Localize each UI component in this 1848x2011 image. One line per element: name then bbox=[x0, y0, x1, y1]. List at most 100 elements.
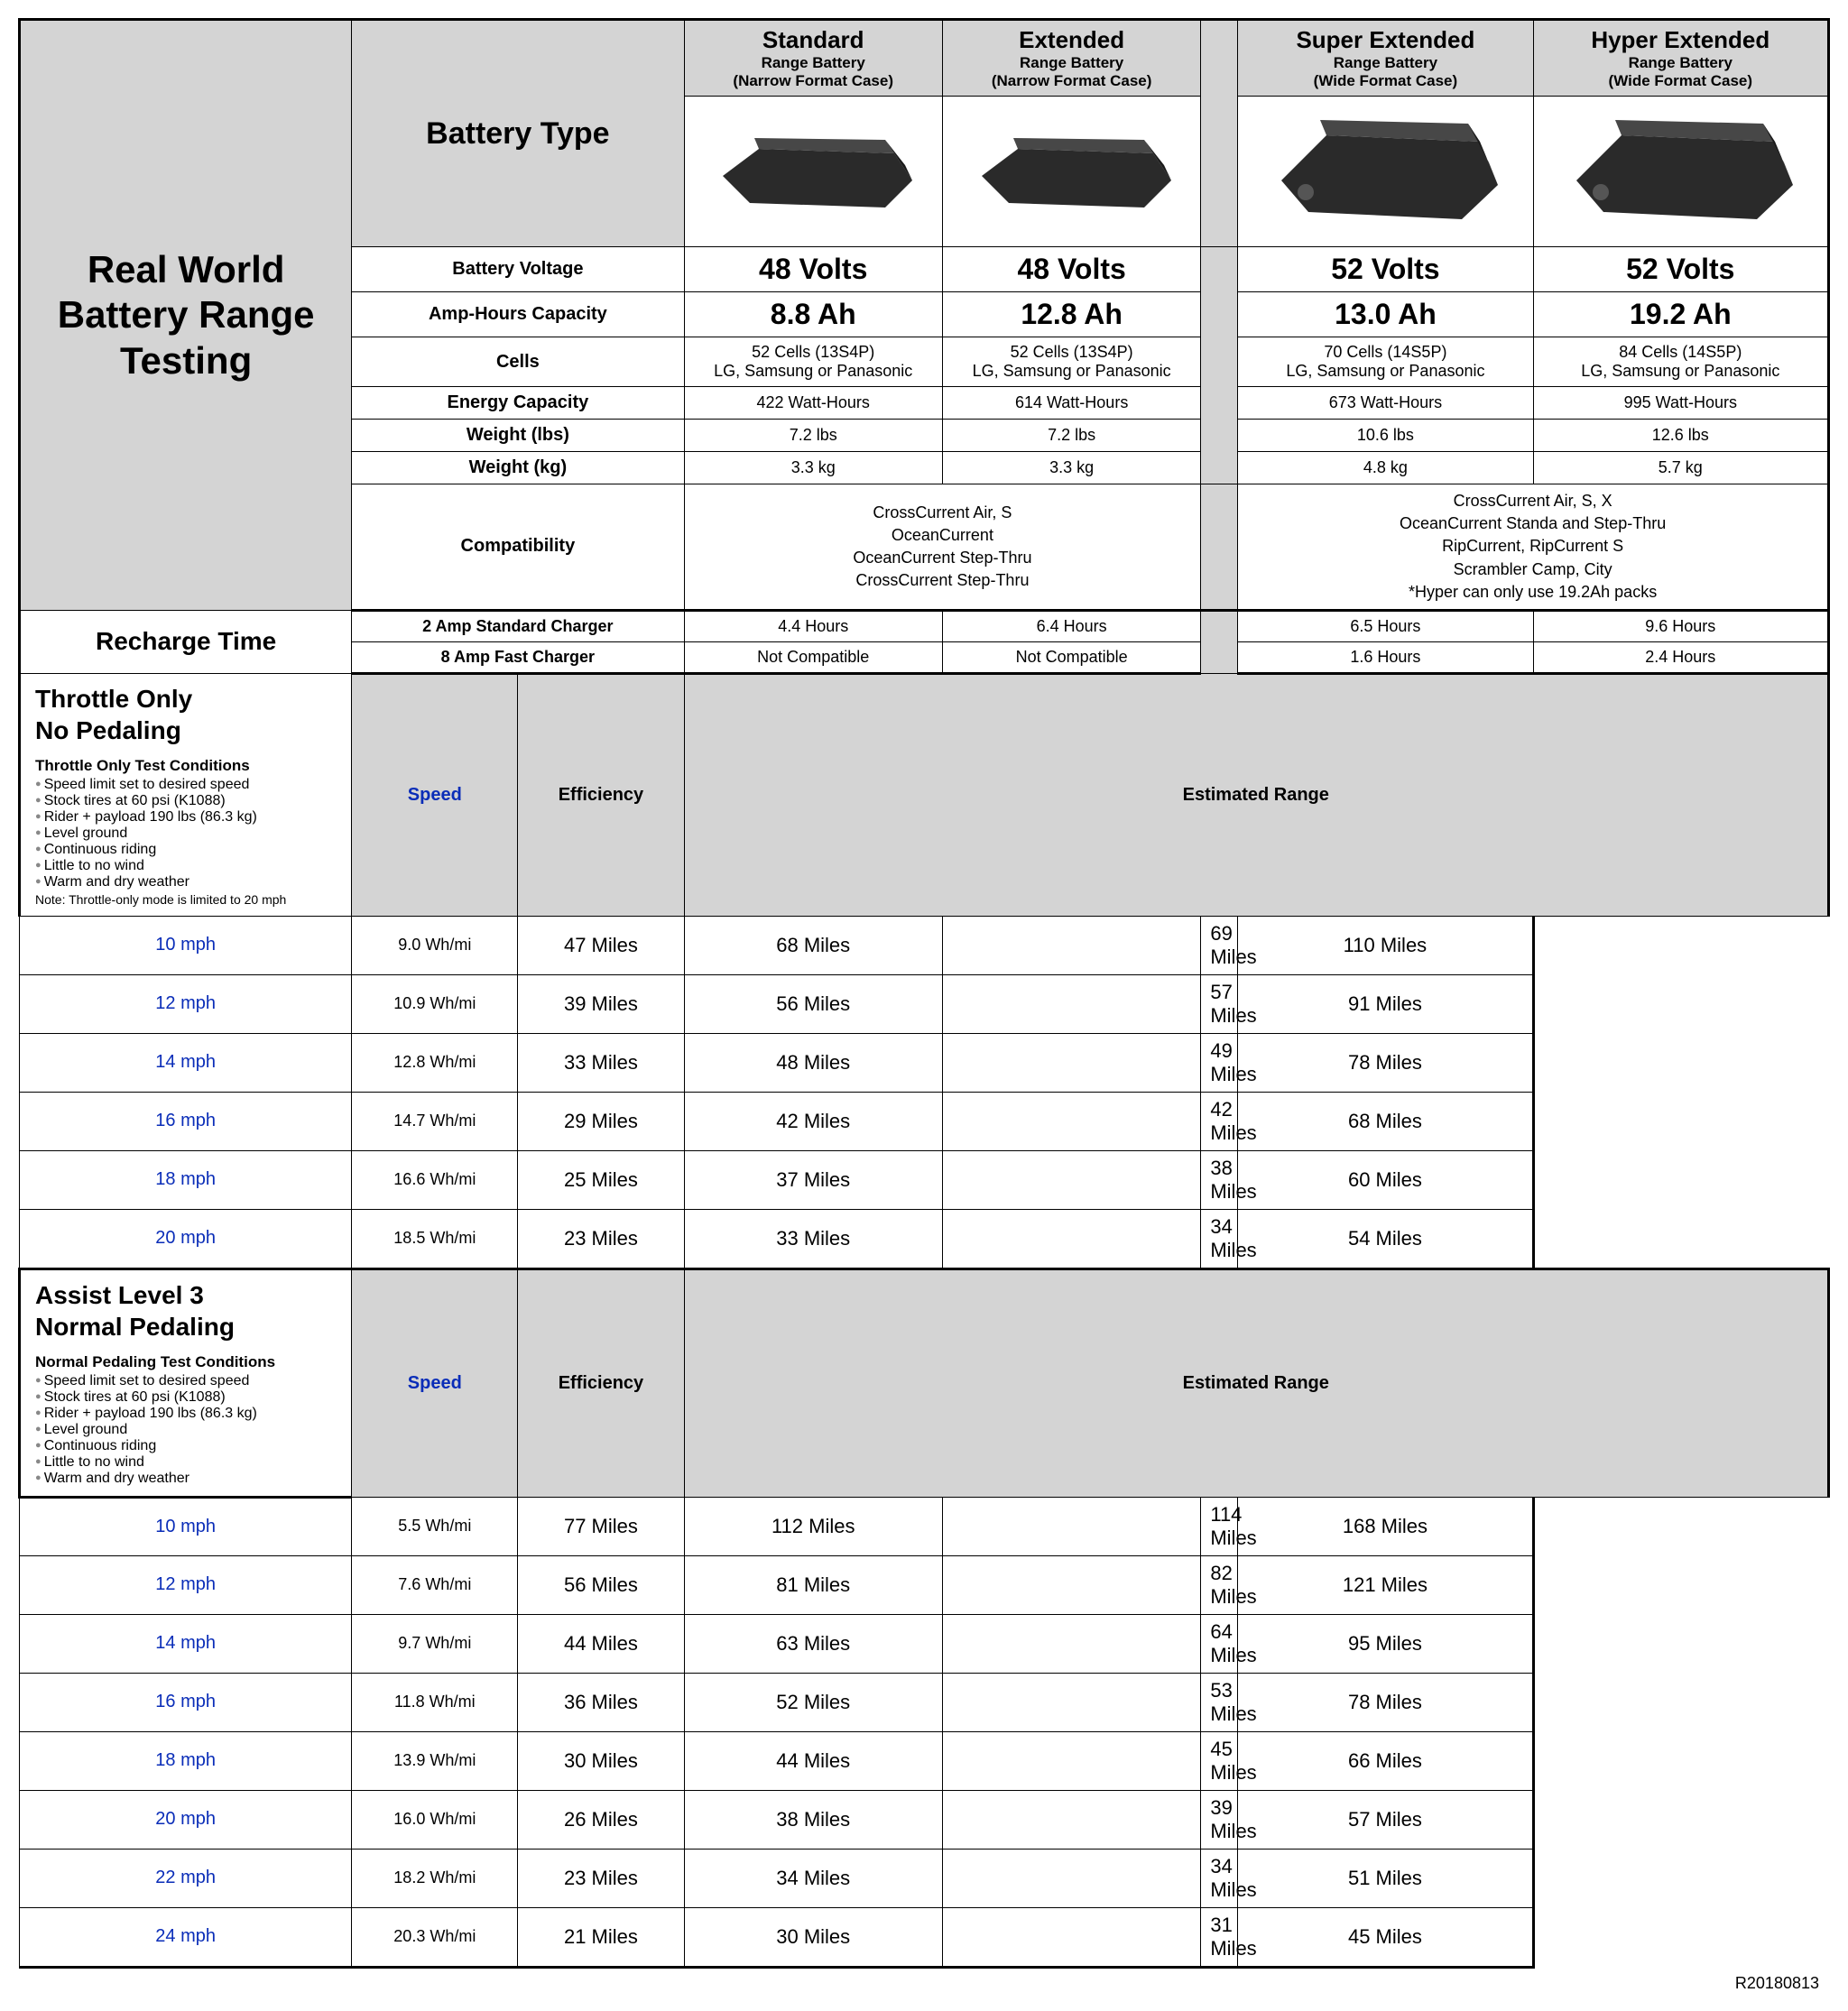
range-cell: 69 Miles bbox=[1201, 916, 1238, 974]
speed-cell: 18 mph bbox=[20, 1731, 352, 1790]
range-cell: 29 Miles bbox=[518, 1092, 684, 1150]
range-cell: 52 Miles bbox=[684, 1673, 942, 1731]
battery-image-extended bbox=[942, 97, 1200, 247]
condition-item: Little to no wind bbox=[35, 858, 337, 874]
range-cell: 91 Miles bbox=[1238, 974, 1533, 1033]
range-cell: 26 Miles bbox=[518, 1790, 684, 1849]
range-cell: 110 Miles bbox=[1238, 916, 1533, 974]
range-cell: 63 Miles bbox=[684, 1614, 942, 1673]
range-cell: 49 Miles bbox=[1201, 1033, 1238, 1092]
condition-item: Stock tires at 60 psi (K1088) bbox=[35, 793, 337, 809]
speed-cell: 12 mph bbox=[20, 1555, 352, 1614]
assist-row: 14 mph9.7 Wh/mi44 Miles63 Miles64 Miles9… bbox=[20, 1614, 1829, 1673]
range-cell: 78 Miles bbox=[1238, 1033, 1533, 1092]
range-cell: 23 Miles bbox=[518, 1849, 684, 1907]
range-cell: 57 Miles bbox=[1238, 1790, 1533, 1849]
range-cell: 68 Miles bbox=[1238, 1092, 1533, 1150]
range-cell: 30 Miles bbox=[518, 1731, 684, 1790]
condition-item: Warm and dry weather bbox=[35, 874, 337, 890]
col-gap bbox=[1201, 20, 1238, 247]
gap-cell bbox=[942, 974, 1200, 1033]
range-cell: 112 Miles bbox=[684, 1497, 942, 1555]
throttle-section-label: Throttle Only No Pedaling Throttle Only … bbox=[20, 673, 352, 916]
efficiency-cell: 11.8 Wh/mi bbox=[352, 1673, 518, 1731]
throttle-row: 16 mph14.7 Wh/mi29 Miles42 Miles42 Miles… bbox=[20, 1092, 1829, 1150]
condition-item: Rider + payload 190 lbs (86.3 kg) bbox=[35, 809, 337, 826]
throttle-row: 10 mph9.0 Wh/mi47 Miles68 Miles69 Miles1… bbox=[20, 916, 1829, 974]
condition-item: Speed limit set to desired speed bbox=[35, 1373, 337, 1389]
assist-section-label: Assist Level 3 Normal Pedaling Normal Pe… bbox=[20, 1268, 352, 1497]
range-cell: 21 Miles bbox=[518, 1907, 684, 1967]
condition-item: Warm and dry weather bbox=[35, 1471, 337, 1487]
gap-cell bbox=[942, 916, 1200, 974]
assist-row: 10 mph5.5 Wh/mi77 Miles112 Miles114 Mile… bbox=[20, 1497, 1829, 1555]
throttle-row: 20 mph18.5 Wh/mi23 Miles33 Miles 34 Miles… bbox=[20, 1209, 1829, 1268]
speed-cell: 12 mph bbox=[20, 974, 352, 1033]
range-cell: 42 Miles bbox=[684, 1092, 942, 1150]
range-cell: 51 Miles bbox=[1238, 1849, 1533, 1907]
range-cell: 33 Miles bbox=[684, 1209, 942, 1268]
assist-row: 18 mph13.9 Wh/mi30 Miles44 Miles 45 Miles… bbox=[20, 1731, 1829, 1790]
range-cell: 34 Miles bbox=[1201, 1209, 1238, 1268]
range-cell: 30 Miles bbox=[684, 1907, 942, 1967]
efficiency-cell: 20.3 Wh/mi bbox=[352, 1907, 518, 1967]
gap-cell bbox=[942, 1790, 1200, 1849]
speed-cell: 18 mph bbox=[20, 1150, 352, 1209]
efficiency-cell: 14.7 Wh/mi bbox=[352, 1092, 518, 1150]
range-cell: 34 Miles bbox=[684, 1849, 942, 1907]
range-cell: 38 Miles bbox=[684, 1790, 942, 1849]
speed-cell: 16 mph bbox=[20, 1673, 352, 1731]
gap-cell bbox=[942, 1907, 1200, 1967]
col-hdr-extended: Extended Range Battery (Narrow Format Ca… bbox=[942, 20, 1200, 97]
speed-cell: 22 mph bbox=[20, 1849, 352, 1907]
range-cell: 34 Miles bbox=[1201, 1849, 1238, 1907]
row-recharge-std: Recharge Time 2 Amp Standard Charger 4.4… bbox=[20, 610, 1829, 641]
gap-cell bbox=[942, 1209, 1200, 1268]
range-cell: 44 Miles bbox=[684, 1731, 942, 1790]
battery-type-label: Battery Type bbox=[352, 20, 684, 247]
gap-cell bbox=[942, 1497, 1200, 1555]
battery-image-hyper bbox=[1533, 97, 1828, 247]
range-cell: 33 Miles bbox=[518, 1033, 684, 1092]
gap-cell bbox=[942, 1092, 1200, 1150]
range-cell: 57 Miles bbox=[1201, 974, 1238, 1033]
assist-row: 20 mph16.0 Wh/mi26 Miles38 Miles39 Miles… bbox=[20, 1790, 1829, 1849]
assist-row: 16 mph11.8 Wh/mi36 Miles52 Miles53 Miles… bbox=[20, 1673, 1829, 1731]
range-cell: 45 Miles bbox=[1201, 1731, 1238, 1790]
assist-row: 24 mph20.3 Wh/mi21 Miles30 Miles 31 Miles… bbox=[20, 1907, 1829, 1967]
speed-cell: 20 mph bbox=[20, 1790, 352, 1849]
range-cell: 23 Miles bbox=[518, 1209, 684, 1268]
range-cell: 31 Miles bbox=[1201, 1907, 1238, 1967]
range-cell: 68 Miles bbox=[684, 916, 942, 974]
range-cell: 60 Miles bbox=[1238, 1150, 1533, 1209]
efficiency-cell: 13.9 Wh/mi bbox=[352, 1731, 518, 1790]
gap-cell bbox=[942, 1555, 1200, 1614]
assist-row: 22 mph18.2 Wh/mi23 Miles34 Miles34 Miles… bbox=[20, 1849, 1829, 1907]
range-cell: 66 Miles bbox=[1238, 1731, 1533, 1790]
range-cell: 168 Miles bbox=[1238, 1497, 1533, 1555]
speed-cell: 14 mph bbox=[20, 1033, 352, 1092]
efficiency-cell: 18.2 Wh/mi bbox=[352, 1849, 518, 1907]
col-hdr-hyper: Hyper Extended Range Battery (Wide Forma… bbox=[1533, 20, 1828, 97]
range-cell: 53 Miles bbox=[1201, 1673, 1238, 1731]
speed-cell: 20 mph bbox=[20, 1209, 352, 1268]
gap-cell bbox=[942, 1673, 1200, 1731]
gap-cell bbox=[942, 1150, 1200, 1209]
gap-cell bbox=[942, 1614, 1200, 1673]
range-cell: 81 Miles bbox=[684, 1555, 942, 1614]
efficiency-cell: 10.9 Wh/mi bbox=[352, 974, 518, 1033]
range-cell: 48 Miles bbox=[684, 1033, 942, 1092]
gap-cell bbox=[942, 1033, 1200, 1092]
page-title: Real World Battery Range Testing bbox=[20, 20, 352, 611]
efficiency-cell: 18.5 Wh/mi bbox=[352, 1209, 518, 1268]
range-cell: 95 Miles bbox=[1238, 1614, 1533, 1673]
speed-cell: 24 mph bbox=[20, 1907, 352, 1967]
range-cell: 82 Miles bbox=[1201, 1555, 1238, 1614]
efficiency-cell: 9.0 Wh/mi bbox=[352, 916, 518, 974]
efficiency-cell: 5.5 Wh/mi bbox=[352, 1497, 518, 1555]
col-hdr-standard: Standard Range Battery (Narrow Format Ca… bbox=[684, 20, 942, 97]
assist-header-row: Assist Level 3 Normal Pedaling Normal Pe… bbox=[20, 1268, 1829, 1497]
condition-item: Level ground bbox=[35, 1422, 337, 1438]
battery-image-super bbox=[1238, 97, 1533, 247]
battery-image-standard bbox=[684, 97, 942, 247]
